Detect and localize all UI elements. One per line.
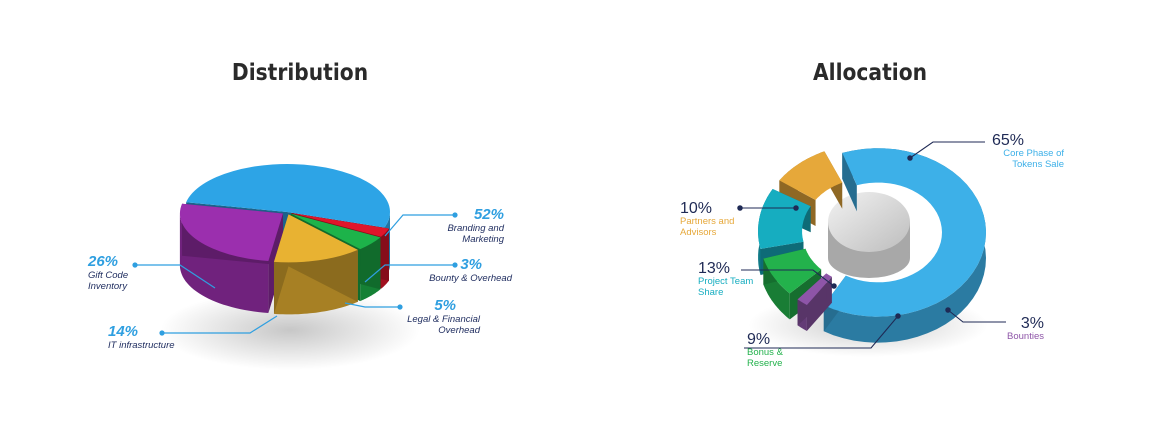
pie-slice-gift-code-inventory (179, 203, 283, 313)
slice-value: 5% (434, 297, 456, 314)
label-bonus-reserve: 9% Bonus & Reserve (747, 331, 797, 369)
slice-label: Project Team Share (698, 276, 754, 298)
label-it-infrastructure: 14% IT infrastructure (108, 323, 198, 352)
label-bounty-overhead: 3% Bounty & Overhead (400, 256, 512, 285)
donut-segment-core-phase-of-tokens-sale (823, 148, 986, 343)
slice-value: 3% (460, 256, 482, 273)
slice-value: 10% (680, 200, 713, 217)
allocation-chart: Allocation 65% Core Phase of Tok (578, 0, 1156, 437)
slice-label: Bounty & Overhead (429, 273, 512, 284)
allocation-title: Allocation (812, 60, 928, 86)
label-project-team: 13% Project Team Share (698, 260, 768, 298)
label-partners-advisors: 10% Partners and Advisors (680, 200, 750, 238)
slice-value: 52% (473, 206, 504, 223)
pie-slice-it-infrastructure (273, 214, 358, 315)
donut-segment-bounties (797, 273, 832, 331)
slice-label: Bonus & Reserve (747, 347, 783, 369)
slice-value: 65% (992, 132, 1025, 149)
slice-label: IT infrastructure (108, 340, 175, 351)
center-cylinder-bottom (828, 238, 910, 278)
label-branding-marketing: 52% Branding and Marketing (400, 206, 504, 246)
slice-label: Core Phase of Tokens Sale (1003, 148, 1064, 170)
distribution-chart: Distribution 52% Branding and Marketing … (88, 60, 512, 370)
allocation-donut-svg (737, 141, 1006, 357)
donut-segment-project-team-share (758, 189, 811, 275)
distribution-pie-svg (132, 163, 458, 370)
slice-label: Gift Code Inventory (88, 270, 129, 292)
slice-label: Branding and Marketing (447, 223, 504, 245)
label-bounties: 3% Bounties (998, 315, 1044, 343)
slice-value: 13% (698, 260, 731, 277)
slice-value: 26% (88, 253, 119, 270)
center-cylinder-top (828, 192, 910, 252)
label-core-phase: 65% Core Phase of Tokens Sale (992, 132, 1072, 170)
slice-label: Legal & Financial Overhead (407, 314, 480, 336)
slice-label: Bounties (1007, 331, 1044, 342)
slice-label: Partners and Advisors (680, 216, 735, 238)
slice-value: 9% (747, 331, 771, 348)
label-legal-financial: 5% Legal & Financial Overhead (390, 297, 480, 337)
label-gift-code: 26% Gift Code Inventory (88, 253, 148, 293)
slice-value: 14% (108, 323, 139, 340)
distribution-title: Distribution (231, 60, 369, 86)
slice-value: 3% (1020, 315, 1044, 332)
